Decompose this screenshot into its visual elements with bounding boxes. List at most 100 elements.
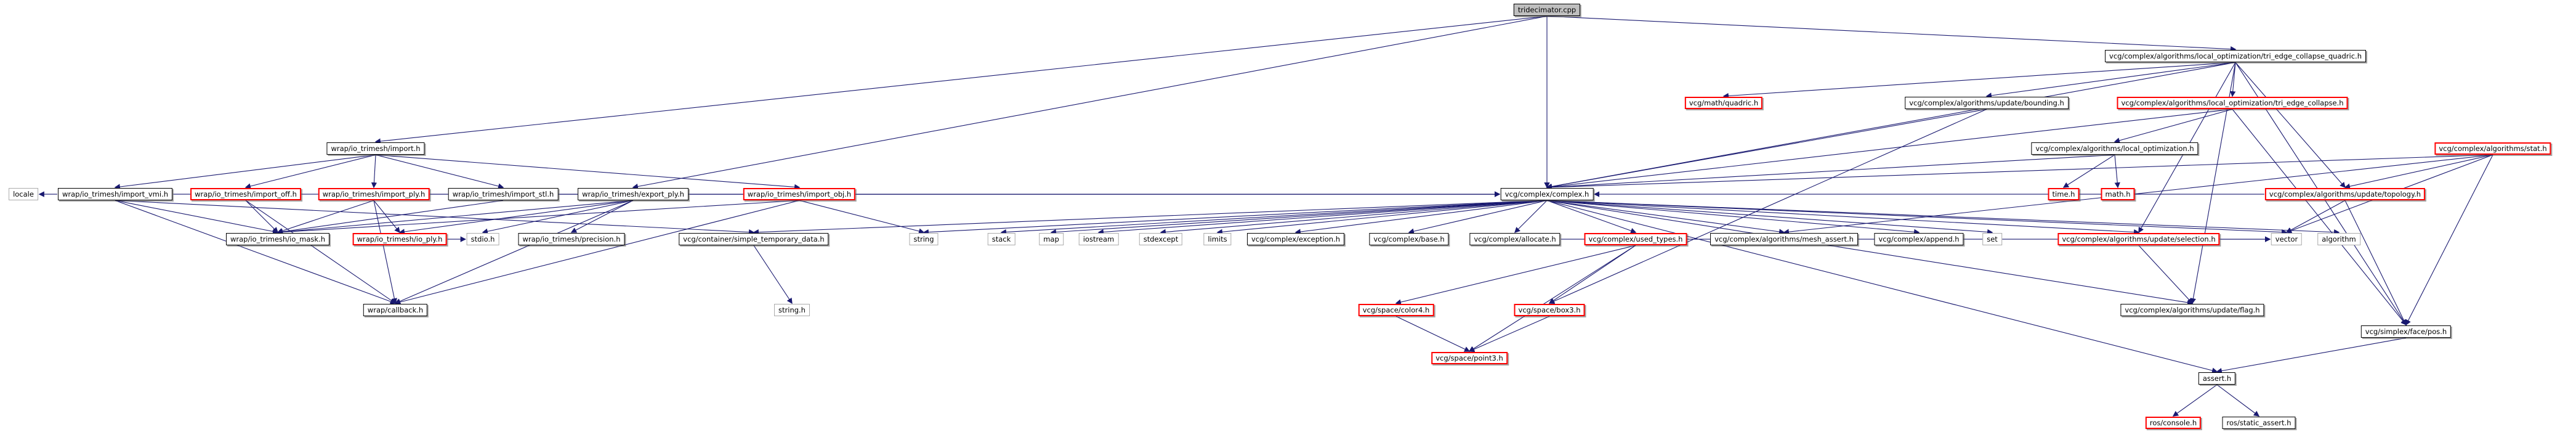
include-edge-used_types-to-point3	[1468, 245, 1636, 352]
graph-node-bounding[interactable]: vcg/complex/algorithms/update/bounding.h	[1905, 97, 2069, 110]
include-edge-local_opt-to-complex_h	[1546, 154, 2115, 190]
include-edge-local_opt-to-time_h	[2062, 154, 2115, 188]
graph-node-label: vcg/space/box3.h	[1518, 306, 1581, 314]
graph-node-label: vcg/space/color4.h	[1362, 306, 1430, 314]
graph-node-label: locale	[13, 190, 34, 198]
graph-node-point3[interactable]: vcg/space/point3.h	[1431, 352, 1508, 365]
graph-node-label: stack	[991, 235, 1011, 243]
graph-node-used_types[interactable]: vcg/complex/used_types.h	[1584, 233, 1687, 246]
graph-node-label: vcg/complex/algorithms/local_optimizatio…	[2035, 144, 2194, 153]
graph-node-label: vcg/space/point3.h	[1435, 354, 1503, 362]
graph-node-append[interactable]: vcg/complex/append.h	[1874, 233, 1964, 246]
graph-node-label: vcg/complex/exception.h	[1251, 235, 1341, 243]
graph-node-import_vmi[interactable]: wrap/io_trimesh/import_vmi.h	[57, 188, 173, 201]
graph-node-box3[interactable]: vcg/space/box3.h	[1514, 304, 1585, 317]
graph-node-precision[interactable]: wrap/io_trimesh/precision.h	[518, 233, 625, 246]
graph-node-label: vcg/complex/algorithms/update/flag.h	[2125, 306, 2260, 314]
graph-node-io_ply[interactable]: wrap/io_trimesh/io_ply.h	[352, 233, 447, 246]
include-edge-complex_h-to-selection	[1546, 200, 2140, 235]
graph-node-label: vcg/complex/algorithms/stat.h	[2439, 144, 2547, 153]
graph-node-vector: vector	[2271, 233, 2303, 246]
graph-node-label: wrap/io_trimesh/precision.h	[522, 235, 621, 243]
include-edge-box3-to-point3	[1468, 316, 1550, 353]
include-edge-export_ply-to-io_ply	[398, 200, 634, 235]
graph-node-mesh_assert[interactable]: vcg/complex/algorithms/mesh_assert.h	[1710, 233, 1858, 246]
graph-node-allocate[interactable]: vcg/complex/allocate.h	[1469, 233, 1561, 246]
graph-node-callback[interactable]: wrap/callback.h	[363, 304, 428, 317]
graph-node-base[interactable]: vcg/complex/base.h	[1369, 233, 1449, 246]
graph-node-color4[interactable]: vcg/space/color4.h	[1358, 304, 1434, 317]
graph-node-io_mask[interactable]: wrap/io_trimesh/io_mask.h	[225, 233, 330, 246]
graph-node-simple_temp[interactable]: vcg/container/simple_temporary_data.h	[679, 233, 829, 246]
graph-node-label: assert.h	[2202, 374, 2232, 383]
graph-node-facepos[interactable]: vcg/simplex/face/pos.h	[2360, 325, 2452, 338]
include-edge-import_ply-to-io_mask	[277, 200, 374, 234]
graph-node-import_obj[interactable]: wrap/io_trimesh/import_obj.h	[743, 188, 856, 201]
include-edge-assert_h-to-ros_static	[2216, 384, 2260, 417]
graph-node-label: algorithm	[2322, 235, 2356, 243]
graph-node-selection[interactable]: vcg/complex/algorithms/update/selection.…	[2057, 233, 2220, 246]
graph-node-label: wrap/callback.h	[367, 306, 424, 314]
graph-node-label: ros/static_assert.h	[2226, 419, 2291, 427]
include-edge-stat-to-facepos	[2405, 154, 2493, 326]
graph-node-tridecimator[interactable]: tridecimator.cpp	[1513, 4, 1581, 17]
include-edge-import_h-to-import_vmi	[114, 154, 376, 190]
include-edge-import_off-to-io_mask	[245, 200, 278, 233]
include-edge-import_off-to-callback	[245, 200, 397, 304]
include-edge-complex_h-to-flag	[1546, 200, 2194, 306]
graph-node-tec[interactable]: vcg/complex/algorithms/local_optimizatio…	[2117, 97, 2348, 110]
include-edge-topology-to-vector	[2285, 200, 2346, 233]
include-edge-tec-to-local_opt	[2114, 108, 2233, 144]
graph-node-import_stl[interactable]: wrap/io_trimesh/import_stl.h	[448, 188, 559, 201]
graph-node-label: vcg/complex/append.h	[1878, 235, 1960, 243]
graph-node-local_opt[interactable]: vcg/complex/algorithms/local_optimizatio…	[2031, 142, 2198, 155]
include-edge-import_h-to-import_stl	[375, 154, 504, 189]
graph-node-locale: locale	[9, 188, 38, 201]
include-edge-bounding-to-complex_h	[1546, 108, 1987, 190]
include-edge-import_obj-to-io_mask	[277, 200, 800, 235]
include-edge-import_vmi-to-simple_temp	[115, 200, 755, 235]
graph-node-label: math.h	[2105, 190, 2131, 198]
include-edge-selection-to-flag	[2138, 245, 2193, 304]
graph-node-time_h[interactable]: time.h	[2048, 188, 2080, 201]
graph-node-limits: limits	[1203, 233, 1232, 246]
include-edge-import_vmi-to-io_mask	[115, 200, 279, 235]
graph-node-label: vcg/complex/algorithms/update/bounding.h	[1909, 99, 2064, 107]
graph-node-exception[interactable]: vcg/complex/exception.h	[1246, 233, 1345, 246]
include-edge-import_obj-to-callback	[394, 200, 800, 305]
graph-node-import_h[interactable]: wrap/io_trimesh/import.h	[326, 142, 425, 155]
graph-node-complex_h[interactable]: vcg/complex/complex.h	[1500, 188, 1594, 201]
graph-node-assert_h[interactable]: assert.h	[2198, 372, 2236, 385]
graph-node-stdexcept: stdexcept	[1139, 233, 1183, 246]
graph-node-label: vector	[2275, 235, 2298, 243]
graph-node-topology[interactable]: vcg/complex/algorithms/update/topology.h	[2264, 188, 2426, 201]
graph-node-flag[interactable]: vcg/complex/algorithms/update/flag.h	[2120, 304, 2264, 317]
graph-node-stat[interactable]: vcg/complex/algorithms/stat.h	[2434, 142, 2551, 155]
graph-node-math_h[interactable]: math.h	[2101, 188, 2135, 201]
graph-node-label: wrap/io_trimesh/import_ply.h	[322, 190, 426, 198]
include-edge-import_obj-to-string_std	[799, 200, 925, 234]
graph-node-label: vcg/complex/algorithms/mesh_assert.h	[1714, 235, 1854, 243]
graph-node-label: stdexcept	[1143, 235, 1179, 243]
graph-node-label: vcg/complex/algorithms/update/selection.…	[2062, 235, 2216, 243]
graph-node-export_ply[interactable]: wrap/io_trimesh/export_ply.h	[578, 188, 688, 201]
include-edge-tridecimator-to-import_h	[374, 15, 1548, 144]
graph-node-label: wrap/io_trimesh/import_vmi.h	[62, 190, 169, 198]
graph-node-label: wrap/io_trimesh/import_obj.h	[747, 190, 852, 198]
include-edge-complex_h-to-exception	[1294, 200, 1548, 235]
graph-node-string_std: string	[909, 233, 939, 246]
graph-node-label: wrap/io_trimesh/export_ply.h	[582, 190, 684, 198]
include-edge-complex_h-to-used_types	[1546, 200, 1637, 234]
include-edge-complex_h-to-string_std	[923, 200, 1548, 235]
graph-node-ros_console[interactable]: ros/console.h	[2145, 417, 2202, 430]
graph-node-tecq[interactable]: vcg/complex/algorithms/local_optimizatio…	[2105, 50, 2366, 63]
graph-node-quadric[interactable]: vcg/math/quadric.h	[1684, 97, 1763, 110]
graph-node-label: vcg/complex/complex.h	[1504, 190, 1589, 198]
include-edge-complex_h-to-assert_h	[1546, 200, 2218, 374]
graph-node-ros_static[interactable]: ros/static_assert.h	[2222, 417, 2296, 430]
graph-node-import_ply[interactable]: wrap/io_trimesh/import_ply.h	[318, 188, 430, 201]
graph-node-label: string.h	[778, 306, 806, 314]
graph-node-import_off[interactable]: wrap/io_trimesh/import_off.h	[190, 188, 301, 201]
graph-node-label: tridecimator.cpp	[1517, 6, 1577, 14]
graph-node-label: iostream	[1083, 235, 1115, 243]
